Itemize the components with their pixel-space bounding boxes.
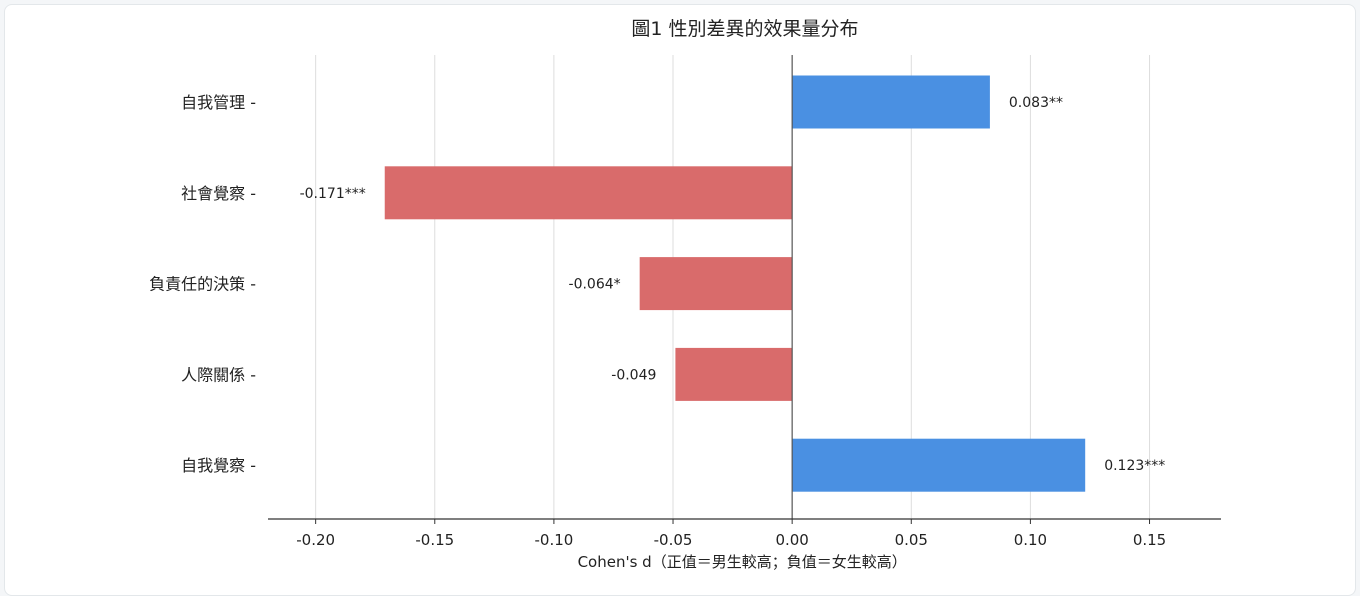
effect-size-chart: 圖1 性別差異的效果量分布 0.083** -0.171*** -0.064* -0.… <box>149 18 1221 571</box>
category-label: 自我管理 - <box>181 93 256 112</box>
bar <box>675 347 793 401</box>
x-axis-title: Cohen's d（正值＝男生較高；負值＝女生較高） <box>578 553 907 571</box>
category-label: 負責任的決策 - <box>149 275 256 294</box>
bar <box>792 75 990 129</box>
x-tick-label: -0.10 <box>534 531 573 549</box>
grid-lines <box>315 55 1151 519</box>
value-label: -0.064* <box>569 277 621 293</box>
category-labels-group: 自我管理 - 社會覺察 - 負責任的決策 - 人際關係 - 自我覺察 - <box>149 93 256 475</box>
value-label: -0.171*** <box>300 186 366 202</box>
x-tick-label: 0.15 <box>1133 531 1166 549</box>
value-label: -0.049 <box>611 367 656 383</box>
category-label: 人際關係 - <box>181 365 256 384</box>
x-tick-label: 0.05 <box>895 531 928 549</box>
bar <box>792 438 1086 492</box>
value-label: 0.083** <box>1009 95 1063 111</box>
category-label: 自我覺察 - <box>181 456 256 475</box>
x-axis: -0.20 -0.15 -0.10 -0.05 0.00 0.05 0.10 0.15 <box>268 518 1221 549</box>
bars-group <box>384 55 1086 519</box>
x-tick-label: -0.15 <box>415 531 454 549</box>
category-label: 社會覺察 - <box>181 184 256 203</box>
x-tick-label: 0.00 <box>775 531 808 549</box>
value-label: 0.123*** <box>1104 458 1165 474</box>
chart-card: 圖1 性別差異的效果量分布 0.083** -0.171*** -0.064* -0.… <box>4 4 1356 596</box>
chart-title: 圖1 性別差異的效果量分布 <box>631 18 858 40</box>
bar <box>639 257 793 311</box>
bar <box>384 166 793 220</box>
x-tick-label: -0.05 <box>654 531 693 549</box>
x-tick-label: 0.10 <box>1014 531 1047 549</box>
x-tick-label: -0.20 <box>296 531 335 549</box>
value-labels-group: 0.083** -0.171*** -0.064* -0.049 0.123*** <box>300 95 1166 474</box>
